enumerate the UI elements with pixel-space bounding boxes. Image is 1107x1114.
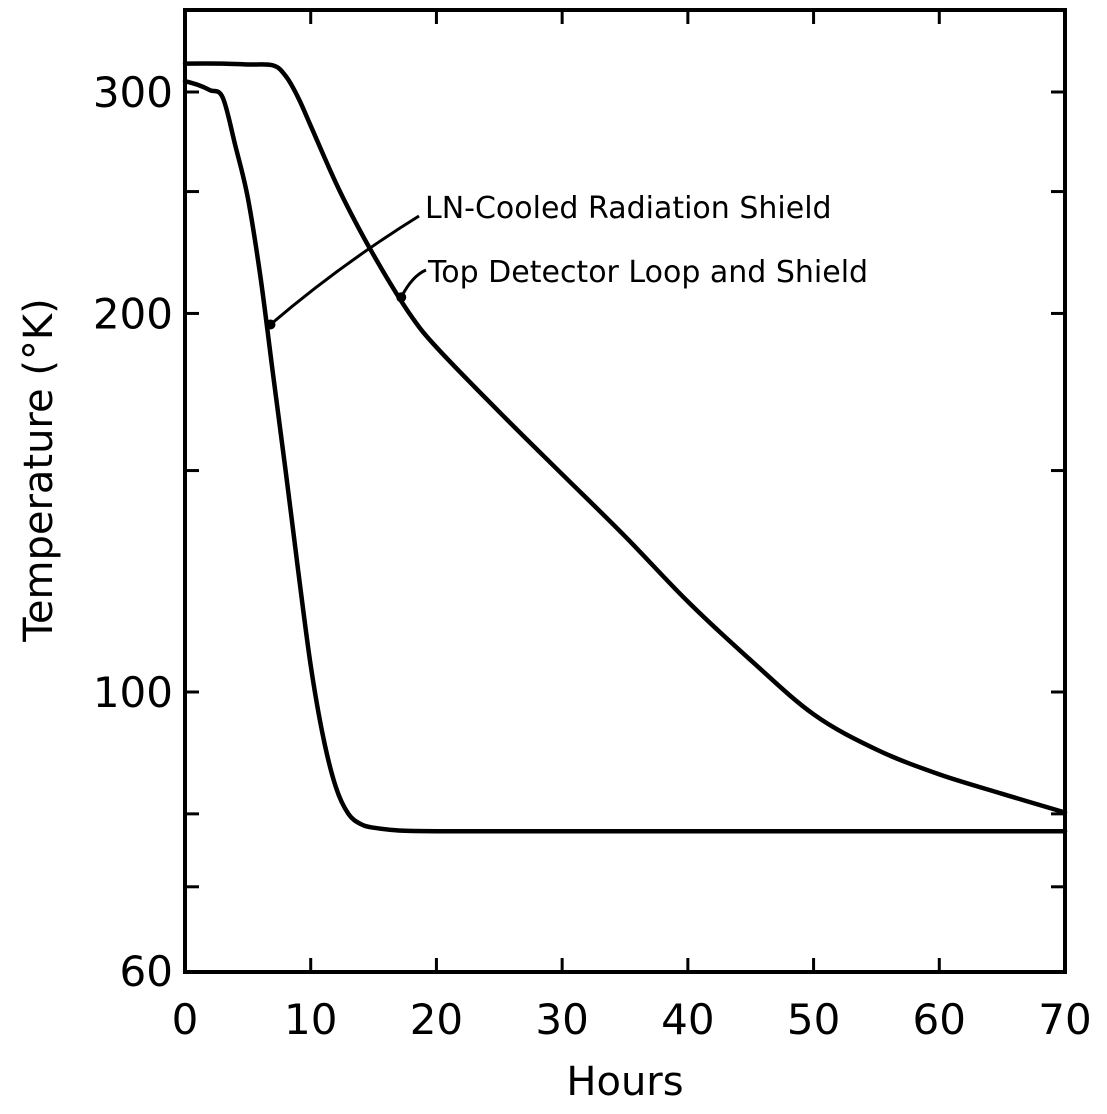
x-tick-label-40: 40 [661,995,714,1044]
y-axis-title: Temperature (°K) [16,298,62,643]
annotation-ln-cooled-leader [269,214,420,326]
x-tick-label-50: 50 [787,995,840,1044]
y-tick-label-300: 300 [93,68,173,117]
x-tick-label-10: 10 [284,995,337,1044]
x-tick-label-70: 70 [1038,995,1091,1044]
annotation-top-detector-leader [399,268,427,298]
x-tick-label-20: 20 [410,995,463,1044]
y-tick-label-200: 200 [93,289,173,338]
y-tick-label-100: 100 [93,668,173,717]
tick-marks [185,10,1065,972]
series-line-1 [182,78,1068,834]
x-tick-label-30: 30 [535,995,588,1044]
annotations: LN-Cooled Radiation Shield Top Detector L… [265,191,868,330]
series-line-2 [182,61,1068,815]
tick-labels: 0 10 20 30 40 50 60 70 60 100 200 300 [93,68,1092,1044]
annotation-top-detector-arrowhead [396,292,407,303]
annotation-ln-cooled-arrowhead [265,319,276,330]
x-tick-label-0: 0 [172,995,199,1044]
x-axis-title: Hours [566,1059,683,1105]
series-lines [182,61,1068,834]
y-tick-label-60: 60 [120,947,173,996]
annotation-top-detector-label: Top Detector Loop and Shield [427,255,868,290]
x-tick-label-60: 60 [913,995,966,1044]
annotation-ln-cooled-label: LN-Cooled Radiation Shield [425,191,832,226]
plot-frame [183,8,1067,974]
